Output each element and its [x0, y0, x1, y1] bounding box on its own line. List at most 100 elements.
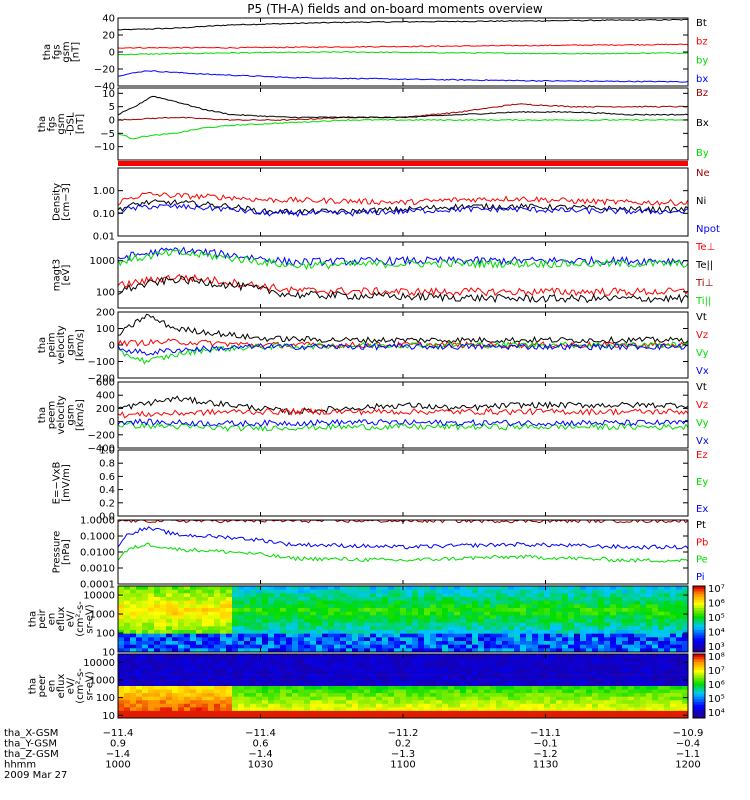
heatmap-cell — [166, 644, 173, 649]
heatmap-cell — [196, 714, 203, 719]
heatmap-cell — [670, 710, 677, 715]
heatmap-cell — [436, 626, 443, 631]
heatmap-cell — [484, 693, 491, 698]
heatmap-cell — [418, 644, 425, 649]
heatmap-cell — [256, 703, 263, 708]
heatmap-cell — [682, 661, 689, 666]
heatmap-cell — [358, 619, 365, 624]
heatmap-cell — [256, 637, 263, 642]
heatmap-cell — [496, 589, 503, 594]
heatmap-cell — [328, 664, 335, 669]
heatmap-cell — [580, 644, 587, 649]
heatmap-cell — [430, 693, 437, 698]
heatmap-cell — [136, 586, 143, 591]
heatmap-cell — [394, 689, 401, 694]
heatmap-cell — [532, 661, 539, 666]
heatmap-cell — [460, 600, 467, 605]
heatmap-cell — [682, 686, 689, 690]
y-tick-label: 100 — [96, 693, 115, 704]
heatmap-cell — [316, 600, 323, 605]
heatmap-cell — [604, 633, 611, 638]
heatmap-cell — [658, 604, 665, 609]
heatmap-cell — [358, 686, 365, 690]
heatmap-cell — [352, 615, 359, 620]
heatmap-cell — [640, 597, 647, 602]
heatmap-cell — [130, 644, 137, 649]
heatmap-cell — [298, 611, 305, 616]
heatmap-cell — [202, 597, 209, 602]
heatmap-cell — [592, 604, 599, 609]
heatmap-cell — [400, 668, 407, 673]
heatmap-cell — [388, 630, 395, 635]
heatmap-cell — [466, 619, 473, 624]
heatmap-cell — [478, 608, 485, 613]
heatmap-cell — [496, 657, 503, 662]
heatmap-cell — [232, 696, 239, 701]
panel-8: 10⁷10⁶10⁵10⁴10³10000100010010thapeirenef… — [28, 584, 725, 659]
heatmap-cell — [676, 589, 683, 594]
heatmap-cell — [472, 593, 479, 598]
heatmap-cell — [286, 696, 293, 701]
heatmap-cell — [448, 637, 455, 642]
heatmap-cell — [544, 637, 551, 642]
heatmap-cell — [304, 597, 311, 602]
heatmap-cell — [442, 668, 449, 673]
heatmap-cell — [418, 700, 425, 705]
colorbar-segment — [693, 646, 705, 650]
heatmap-cell — [436, 641, 443, 646]
heatmap-cell — [280, 604, 287, 609]
heatmap-cell — [274, 597, 281, 602]
heatmap-cell — [448, 696, 455, 701]
heatmap-cell — [364, 586, 371, 591]
heatmap-cell — [406, 600, 413, 605]
heatmap-cell — [346, 648, 353, 653]
heatmap-cell — [328, 633, 335, 638]
heatmap-cell — [148, 608, 155, 613]
heatmap-cell — [508, 619, 515, 624]
heatmap-cell — [340, 714, 347, 719]
heatmap-cell — [466, 615, 473, 620]
heatmap-cell — [304, 586, 311, 591]
heatmap-cell — [202, 693, 209, 698]
heatmap-cell — [496, 622, 503, 627]
heatmap-cell — [394, 611, 401, 616]
heatmap-cell — [148, 633, 155, 638]
heatmap-cell — [562, 675, 569, 680]
heatmap-cell — [418, 619, 425, 624]
heatmap-cell — [292, 700, 299, 705]
heatmap-cell — [670, 693, 677, 698]
heatmap-cell — [304, 615, 311, 620]
heatmap-cell — [328, 668, 335, 673]
heatmap-cell — [178, 693, 185, 698]
heatmap-cell — [160, 657, 167, 662]
heatmap-cell — [292, 644, 299, 649]
heatmap-cell — [442, 637, 449, 642]
heatmap-cell — [508, 707, 515, 712]
heatmap-cell — [250, 693, 257, 698]
heatmap-cell — [178, 630, 185, 635]
heatmap-cell — [178, 637, 185, 642]
heatmap-cell — [520, 696, 527, 701]
heatmap-cell — [520, 671, 527, 676]
heatmap-cell — [406, 589, 413, 594]
heatmap-cell — [256, 696, 263, 701]
heatmap-cell — [130, 604, 137, 609]
heatmap-cell — [334, 608, 341, 613]
heatmap-cell — [442, 714, 449, 719]
heatmap-cell — [358, 604, 365, 609]
heatmap-cell — [508, 604, 515, 609]
heatmap-cell — [622, 686, 629, 690]
heatmap-cell — [556, 644, 563, 649]
heatmap-cell — [196, 600, 203, 605]
heatmap-cell — [550, 686, 557, 690]
heatmap-cell — [436, 689, 443, 694]
heatmap-cell — [376, 633, 383, 638]
heatmap-cell — [478, 671, 485, 676]
heatmap-cell — [586, 586, 593, 591]
y-axis-label: sr-eV) — [85, 671, 96, 700]
heatmap-cell — [496, 644, 503, 649]
heatmap-cell — [412, 707, 419, 712]
heatmap-cell — [634, 619, 641, 624]
heatmap-cell — [574, 700, 581, 705]
